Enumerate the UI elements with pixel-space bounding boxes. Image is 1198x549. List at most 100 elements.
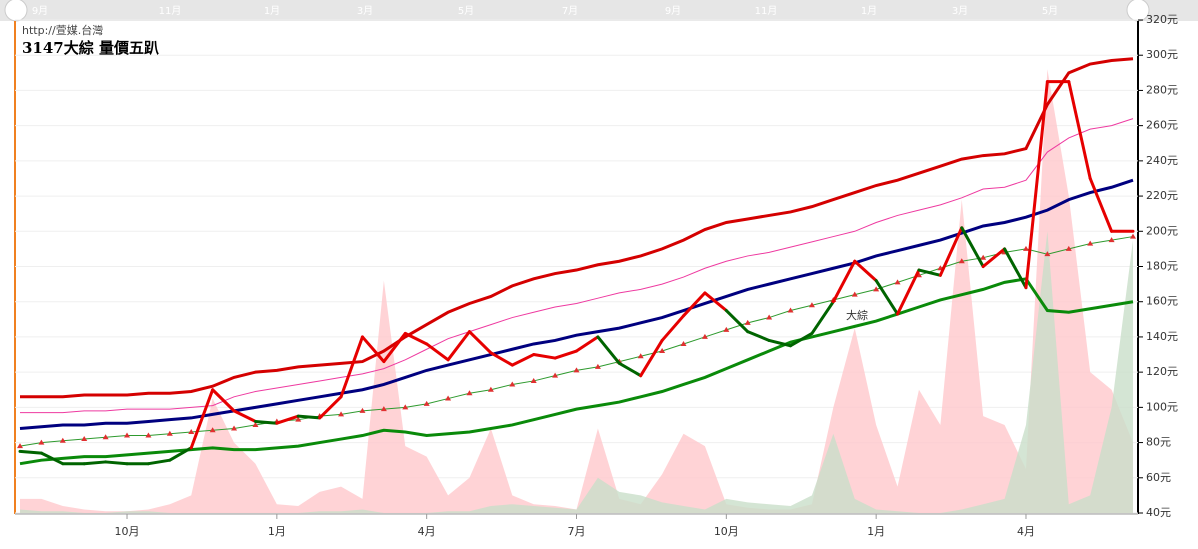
band-line — [19, 277, 1134, 466]
ma-marker — [637, 353, 644, 359]
ma-marker — [1065, 245, 1072, 251]
y-tick-label: 200元 — [1146, 224, 1178, 237]
price-segment — [724, 309, 750, 334]
navigator-handle-left[interactable] — [4, 0, 28, 22]
ma-marker — [573, 367, 580, 373]
ma-marker — [466, 390, 473, 396]
price-segment — [896, 268, 921, 316]
price-segment — [318, 395, 343, 420]
ma-marker — [59, 437, 66, 443]
price-segment — [767, 338, 793, 348]
price-segment — [510, 353, 536, 367]
y-tick-label: 320元 — [1146, 13, 1178, 26]
price-segment — [960, 226, 985, 268]
y-tick-label: 280元 — [1146, 83, 1178, 96]
y-tick-label: 180元 — [1146, 260, 1178, 273]
price-segment — [253, 419, 279, 425]
price-segment — [746, 330, 771, 342]
ma-marker — [594, 363, 601, 369]
price-segment — [917, 268, 942, 277]
ma-marker — [380, 406, 387, 412]
price-segment — [232, 409, 257, 423]
ma-marker — [1130, 233, 1136, 239]
price-segment — [1003, 247, 1028, 290]
ma-marker — [38, 439, 45, 445]
ma-marker — [445, 395, 452, 401]
price-segment — [382, 331, 407, 364]
navigator-label: 1月 — [264, 5, 280, 17]
price-segment — [1088, 176, 1114, 233]
price-segment — [168, 446, 193, 462]
price-segment — [446, 330, 471, 362]
ma-marker — [188, 429, 195, 435]
ma-marker — [659, 348, 666, 354]
ma-marker — [1087, 240, 1094, 246]
ma-marker — [766, 314, 773, 320]
band-line — [20, 57, 1134, 399]
price-segment — [682, 291, 707, 318]
ma-marker — [17, 443, 23, 449]
y-tick-label: 100元 — [1146, 400, 1178, 413]
ma-marker — [873, 286, 880, 292]
x-tick-label: 10月 — [714, 525, 739, 538]
ma-marker — [1022, 245, 1029, 251]
price-segment — [532, 353, 557, 360]
url: http://萱媒.台灣 — [22, 23, 103, 37]
price-segment — [874, 279, 900, 316]
x-tick-label: 4月 — [1017, 525, 1035, 538]
navigator-label: 7月 — [562, 5, 578, 17]
ma-marker — [680, 340, 687, 346]
price-segment — [703, 291, 728, 313]
price-segment — [467, 330, 493, 355]
price-segment — [82, 460, 108, 466]
price-segment — [831, 259, 857, 304]
volume-area — [20, 69, 1133, 514]
price-segment — [403, 331, 429, 346]
y-tick-label: 40元 — [1146, 506, 1171, 519]
price-segment — [275, 414, 300, 425]
ma-marker — [744, 319, 751, 325]
navigator-label: 11月 — [755, 5, 778, 17]
y-tick-label: 220元 — [1146, 189, 1178, 202]
price-segment — [1067, 80, 1092, 180]
navigator-label: 9月 — [32, 5, 48, 17]
volume-area — [20, 231, 1133, 514]
x-tick-label: 1月 — [268, 525, 286, 538]
y-tick-label: 240元 — [1146, 154, 1178, 167]
price-segment — [425, 342, 450, 362]
annotation: 大綜 — [846, 308, 868, 322]
y-tick-label: 140元 — [1146, 330, 1178, 343]
y-tick-label: 160元 — [1146, 295, 1178, 308]
ma-marker — [145, 432, 152, 438]
price-segment — [553, 349, 578, 360]
price-segment — [660, 314, 686, 342]
ma-marker — [1108, 237, 1115, 243]
price-segment — [853, 259, 878, 283]
price-segment — [789, 331, 814, 348]
ma-marker — [552, 372, 559, 378]
ma-marker — [423, 400, 430, 406]
price-segment — [211, 388, 236, 413]
ma-marker — [402, 404, 409, 410]
ma-marker — [102, 434, 109, 440]
ma-marker — [1044, 251, 1051, 257]
ma-marker — [338, 411, 345, 417]
price-segment — [296, 414, 322, 420]
ma-marker — [359, 407, 366, 413]
ma-marker — [701, 333, 708, 339]
price-segment — [639, 338, 664, 378]
price-segment — [1024, 80, 1049, 290]
price-segment — [104, 460, 129, 466]
ma-marker — [81, 436, 88, 442]
ma-marker — [787, 307, 794, 313]
price-segment — [146, 458, 172, 466]
price-segment — [360, 335, 386, 364]
navigator-bar[interactable] — [0, 0, 1198, 21]
navigator-label: 3月 — [357, 5, 373, 17]
navigator-label: 1月 — [861, 5, 877, 17]
y-tick-label: 260元 — [1146, 119, 1178, 132]
ma-marker — [252, 421, 259, 427]
ma-marker — [231, 425, 238, 431]
y-tick-label: 120元 — [1146, 365, 1178, 378]
